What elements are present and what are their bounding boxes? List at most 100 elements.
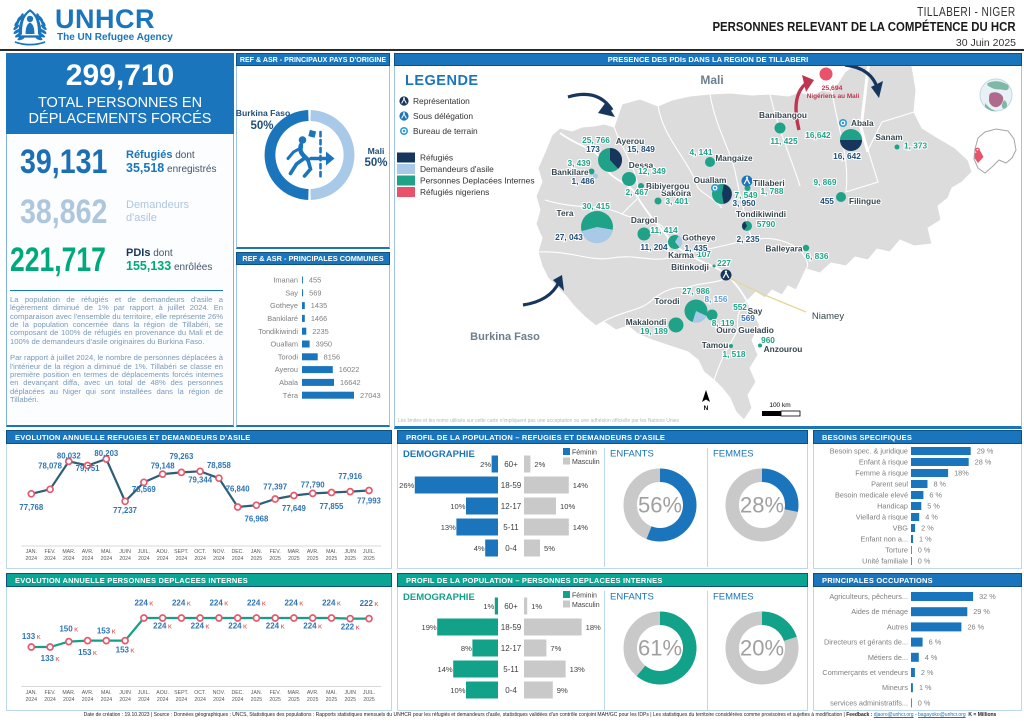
svg-text:18-59: 18-59 <box>501 481 522 490</box>
svg-text:26 %: 26 % <box>967 622 984 631</box>
svg-text:2024: 2024 <box>176 556 188 562</box>
svg-text:153 K: 153 K <box>97 626 116 635</box>
svg-text:Les limites et les noms utilis: Les limites et les noms utilisés sur cet… <box>398 418 680 424</box>
svg-text:3, 401: 3, 401 <box>665 196 688 206</box>
svg-text:Filingue: Filingue <box>849 196 881 206</box>
svg-text:153 K: 153 K <box>116 646 135 655</box>
svg-text:SEPT.: SEPT. <box>174 690 188 696</box>
svg-text:JUIL.: JUIL. <box>363 690 375 696</box>
svg-text:60+: 60+ <box>504 460 518 469</box>
svg-text:Ayerou: Ayerou <box>616 136 644 146</box>
svg-text:18-59: 18-59 <box>501 623 522 632</box>
svg-text:Abala: Abala <box>279 378 299 387</box>
svg-text:2024: 2024 <box>176 697 188 703</box>
svg-text:133 K: 133 K <box>22 632 41 641</box>
svg-text:MAI.: MAI. <box>101 549 112 555</box>
svg-text:2 %: 2 % <box>921 524 934 533</box>
svg-text:1, 373: 1, 373 <box>904 141 927 151</box>
svg-text:2025: 2025 <box>251 556 263 562</box>
svg-text:Masculin: Masculin <box>572 459 600 466</box>
svg-text:77,768: 77,768 <box>19 503 44 512</box>
svg-text:2024: 2024 <box>82 697 94 703</box>
svg-text:AOU.: AOU. <box>156 549 169 555</box>
svg-text:Directeurs et gérants de...: Directeurs et gérants de... <box>824 638 908 647</box>
svg-text:222 K: 222 K <box>360 599 379 608</box>
svg-text:JUIL.: JUIL. <box>363 549 375 555</box>
svg-text:Handicap: Handicap <box>877 502 908 511</box>
svg-text:JUIN: JUIN <box>119 690 131 696</box>
svg-text:0-4: 0-4 <box>505 544 517 553</box>
svg-text:28%: 28% <box>740 493 784 518</box>
svg-text:107: 107 <box>697 249 711 259</box>
svg-text:78,078: 78,078 <box>38 462 63 471</box>
svg-text:77,237: 77,237 <box>113 506 137 515</box>
svg-text:JUIN: JUIN <box>344 549 356 555</box>
svg-text:FEV.: FEV. <box>270 690 281 696</box>
svg-text:29 %: 29 % <box>973 607 990 616</box>
svg-text:Bitinkodji: Bitinkodji <box>671 262 709 272</box>
svg-text:80,032: 80,032 <box>57 452 82 461</box>
svg-text:10%: 10% <box>450 502 465 511</box>
svg-text:NOV.: NOV. <box>213 690 225 696</box>
svg-text:224 K: 224 K <box>303 622 322 631</box>
svg-text:Tondikiwindi: Tondikiwindi <box>258 327 298 336</box>
svg-text:27, 986: 27, 986 <box>682 286 710 296</box>
svg-text:60+: 60+ <box>504 602 518 611</box>
svg-text:Gotheye: Gotheye <box>270 301 298 310</box>
svg-text:2%: 2% <box>480 460 491 469</box>
svg-text:455: 455 <box>820 196 834 206</box>
svg-text:Imanan: Imanan <box>273 276 298 285</box>
svg-text:11, 414: 11, 414 <box>650 225 678 235</box>
svg-text:77,916: 77,916 <box>338 472 363 481</box>
svg-text:569: 569 <box>741 313 755 323</box>
svg-text:2024: 2024 <box>232 556 244 562</box>
svg-text:Ouallam: Ouallam <box>694 175 727 185</box>
svg-text:1466: 1466 <box>311 314 327 323</box>
svg-text:NOV.: NOV. <box>213 549 225 555</box>
svg-text:13%: 13% <box>570 665 585 674</box>
svg-text:Demandeurs d'asile: Demandeurs d'asile <box>420 164 494 174</box>
svg-text:77,649: 77,649 <box>282 504 307 513</box>
svg-text:19, 189: 19, 189 <box>640 326 668 336</box>
svg-text:Mali: Mali <box>368 146 385 156</box>
svg-text:FEV.: FEV. <box>270 549 281 555</box>
svg-text:9%: 9% <box>557 686 568 695</box>
svg-text:18%: 18% <box>954 469 969 478</box>
svg-text:MAR.: MAR. <box>287 549 300 555</box>
svg-text:MAI.: MAI. <box>326 690 337 696</box>
svg-text:173: 173 <box>586 144 600 154</box>
svg-text:2024: 2024 <box>101 697 113 703</box>
svg-text:MAI.: MAI. <box>326 549 337 555</box>
svg-text:0-4: 0-4 <box>505 686 517 695</box>
svg-text:DEMOGRAPHIE: DEMOGRAPHIE <box>403 592 475 603</box>
svg-text:Mangaize: Mangaize <box>715 153 753 163</box>
svg-text:224 K: 224 K <box>191 622 210 631</box>
svg-text:JUIL.: JUIL. <box>138 549 150 555</box>
svg-text:78,858: 78,858 <box>207 461 232 470</box>
svg-text:10%: 10% <box>450 686 465 695</box>
svg-text:FEMMES: FEMMES <box>713 592 754 603</box>
svg-text:8 %: 8 % <box>933 480 946 489</box>
svg-text:224 K: 224 K <box>209 599 228 608</box>
svg-text:2025: 2025 <box>251 697 263 703</box>
svg-text:153 K: 153 K <box>78 648 97 657</box>
svg-text:29 %: 29 % <box>977 447 994 456</box>
svg-text:ENFANTS: ENFANTS <box>610 592 654 603</box>
svg-text:Unité familiale: Unité familiale <box>862 557 908 566</box>
svg-text:2024: 2024 <box>101 556 113 562</box>
svg-text:JAN.: JAN. <box>26 690 37 696</box>
svg-text:14%: 14% <box>573 523 588 532</box>
svg-text:Métiers de...: Métiers de... <box>868 653 908 662</box>
svg-text:56%: 56% <box>638 493 682 518</box>
svg-text:Enfant à risque: Enfant à risque <box>859 458 908 467</box>
svg-text:2025: 2025 <box>288 697 300 703</box>
svg-text:25, 766: 25, 766 <box>582 135 610 145</box>
svg-text:OCT.: OCT. <box>194 690 206 696</box>
svg-text:1 %: 1 % <box>919 535 932 544</box>
svg-text:27043: 27043 <box>360 391 381 400</box>
svg-text:14%: 14% <box>437 665 452 674</box>
svg-text:222 K: 222 K <box>341 622 360 631</box>
svg-text:2024: 2024 <box>213 556 225 562</box>
svg-text:78,569: 78,569 <box>132 485 157 494</box>
svg-text:Burkina Faso: Burkina Faso <box>470 331 540 343</box>
